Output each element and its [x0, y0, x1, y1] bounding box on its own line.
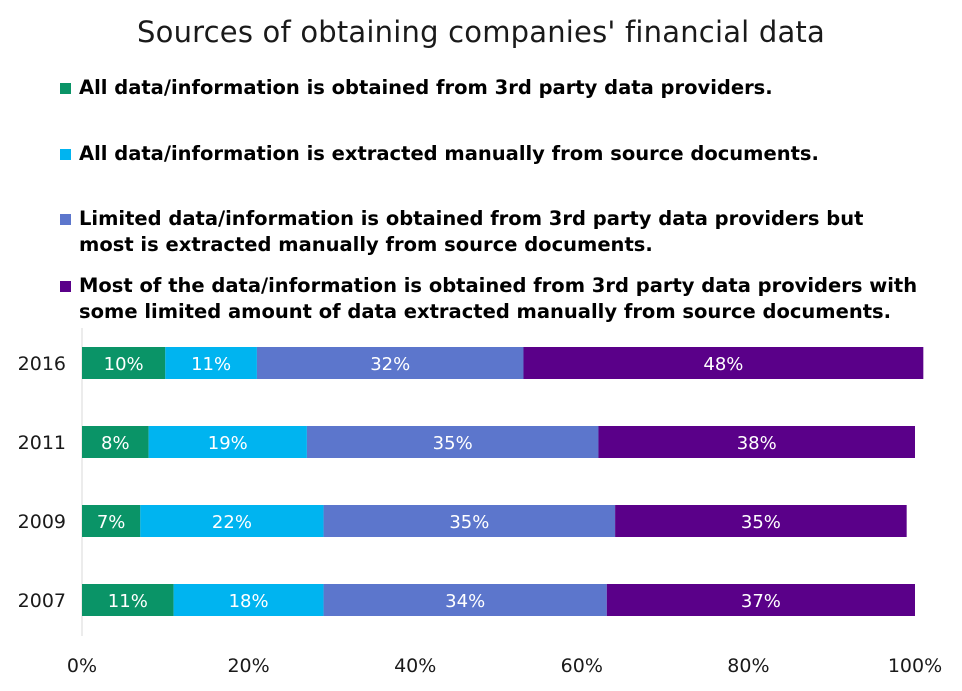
x-tick-label: 0% — [67, 655, 97, 677]
bar-segment — [256, 347, 524, 379]
x-tick-label: 80% — [727, 655, 769, 677]
bar-segment — [82, 584, 174, 616]
bar-segment — [148, 426, 307, 458]
data-label: 37% — [741, 591, 781, 612]
data-label: 38% — [737, 433, 777, 454]
bar-segment — [323, 584, 607, 616]
legend-label: Most of the data/information is obtained… — [79, 274, 918, 323]
data-label: 35% — [433, 433, 473, 454]
category-label: 2016 — [18, 353, 66, 375]
bar-segment — [140, 505, 324, 537]
data-label: 8% — [101, 433, 130, 454]
legend-swatch — [60, 149, 71, 160]
legend-item-third-party: All data/information is obtained from 3r… — [60, 75, 919, 101]
bar-segment — [165, 347, 257, 379]
data-label: 34% — [445, 591, 485, 612]
legend-item-limited-third-party: Limited data/information is obtained fro… — [60, 206, 919, 258]
bar-segment — [82, 505, 141, 537]
bar-segment — [606, 584, 915, 616]
legend-item-manual: All data/information is extracted manual… — [60, 141, 919, 167]
bar-segment — [523, 347, 924, 379]
bar-segment — [323, 505, 616, 537]
x-tick-label: 20% — [227, 655, 269, 677]
bar-segment — [82, 426, 149, 458]
data-label: 11% — [191, 354, 231, 375]
data-label: 22% — [212, 512, 252, 533]
bar-segment — [598, 426, 915, 458]
legend-label: All data/information is extracted manual… — [79, 142, 819, 165]
data-label: 32% — [370, 354, 410, 375]
data-label: 10% — [104, 354, 144, 375]
data-label: 7% — [97, 512, 126, 533]
category-label: 2011 — [18, 432, 66, 454]
legend-swatch — [60, 214, 71, 225]
category-label: 2007 — [18, 590, 66, 612]
bar-segment — [306, 426, 599, 458]
legend-label: Limited data/information is obtained fro… — [79, 207, 864, 256]
x-tick-label: 100% — [888, 655, 942, 677]
data-label: 11% — [108, 591, 148, 612]
legend-swatch — [60, 281, 71, 292]
legend-swatch — [60, 83, 71, 94]
data-label: 35% — [449, 512, 489, 533]
bar-segment — [173, 584, 324, 616]
chart-title: Sources of obtaining companies' financia… — [137, 15, 825, 49]
data-label: 19% — [208, 433, 248, 454]
data-label: 18% — [229, 591, 269, 612]
x-tick-label: 60% — [561, 655, 603, 677]
legend-label: All data/information is obtained from 3r… — [79, 76, 773, 99]
data-label: 48% — [703, 354, 743, 375]
bar-segment — [615, 505, 907, 537]
data-label: 35% — [741, 512, 781, 533]
category-label: 2009 — [18, 511, 66, 533]
bar-segment — [82, 347, 166, 379]
legend-item-mostly-third-party: Most of the data/information is obtained… — [60, 273, 919, 325]
x-tick-label: 40% — [394, 655, 436, 677]
